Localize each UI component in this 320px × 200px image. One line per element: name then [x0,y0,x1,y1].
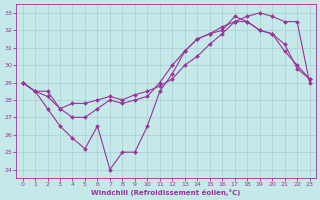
X-axis label: Windchill (Refroidissement éolien,°C): Windchill (Refroidissement éolien,°C) [92,189,241,196]
